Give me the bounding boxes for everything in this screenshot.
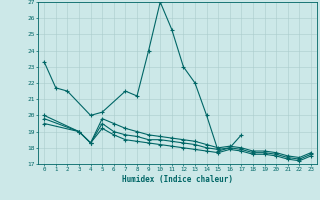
- X-axis label: Humidex (Indice chaleur): Humidex (Indice chaleur): [122, 175, 233, 184]
